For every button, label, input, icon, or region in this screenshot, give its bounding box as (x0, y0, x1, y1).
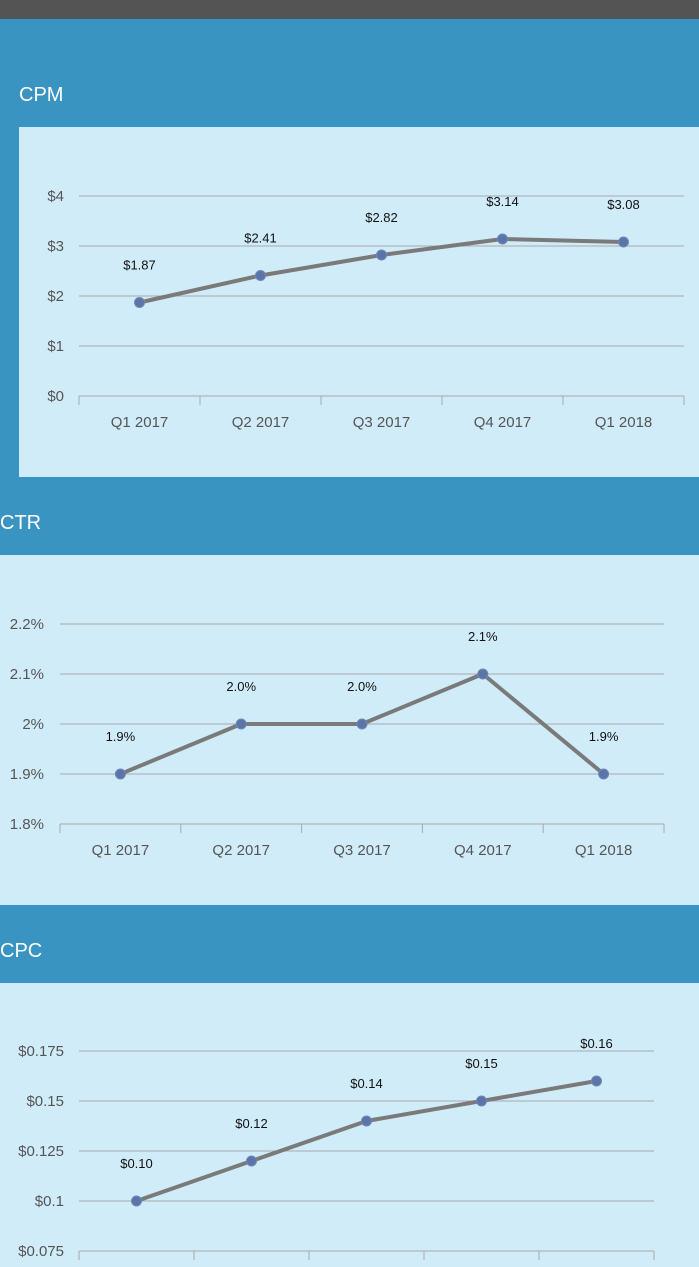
cpm-data-point (255, 270, 266, 281)
cpc-y-tick-label: $0.15 (26, 1093, 64, 1110)
ctr-chart: 1.8% 1.9% 2% 2.1% 2.2% Q1 2017 Q2 2017 Q3 2017 Q… (10, 616, 665, 859)
cpc-y-tick-label: $0.175 (18, 1043, 64, 1060)
cpm-series-line (137, 237, 626, 305)
cpm-y-tick-label: $0 (47, 388, 64, 405)
cpc-y-tick-label: $0.125 (18, 1143, 64, 1160)
ctr-y-tick-label: 1.9% (10, 766, 44, 783)
cpm-category-label: Q2 2017 (232, 414, 290, 431)
cpm-data-point (376, 249, 387, 261)
ctr-data-label: 1.9% (106, 729, 136, 744)
ctr-y-tick-label: 2.2% (10, 616, 44, 633)
ctr-data-point (598, 768, 610, 780)
cpc-y-tick-label: $0.075 (18, 1243, 64, 1260)
ctr-title: CTR (0, 512, 42, 534)
cpc-data-point (361, 1115, 372, 1127)
ctr-category-label: Q4 2017 (454, 842, 512, 859)
cpm-data-label: $3.14 (486, 194, 519, 209)
ctr-category-label: Q2 2017 (212, 842, 270, 859)
cpc-data-point (131, 1195, 142, 1207)
ctr-category-label: Q1 2017 (92, 842, 150, 859)
ctr-category-label: Q1 2018 (575, 842, 633, 859)
cpm-data-point (497, 233, 508, 245)
ctr-data-point (235, 718, 247, 730)
ctr-data-label: 2.0% (226, 679, 256, 694)
cpm-data-label: $1.87 (123, 258, 156, 273)
ctr-data-point (114, 768, 126, 780)
cpm-data-point (618, 236, 629, 248)
cpm-category-label: Q4 2017 (474, 414, 532, 431)
cpm-category-label: Q3 2017 (353, 414, 411, 431)
cpm-data-point (134, 297, 145, 308)
cpc-y-tick-label: $0.1 (35, 1193, 64, 1210)
ctr-data-point (477, 668, 489, 680)
cpc-title: CPC (0, 940, 43, 962)
cpc-data-label: $0.15 (465, 1056, 498, 1071)
ctr-data-label: 1.9% (589, 729, 619, 744)
cpm-y-tick-label: $2 (47, 288, 64, 305)
cpc-data-label: $0.12 (235, 1116, 268, 1131)
cpc-data-point (591, 1075, 602, 1087)
ctr-data-label: 2.0% (347, 679, 377, 694)
cpm-y-tick-label: $4 (47, 188, 64, 205)
cpm-y-tick-label: $1 (47, 338, 64, 355)
cpm-title: CPM (19, 84, 64, 106)
cpm-y-tick-label: $3 (47, 238, 64, 255)
cpm-category-label: Q1 2018 (595, 414, 653, 431)
cpc-data-point (476, 1095, 487, 1107)
cpm-category-label: Q1 2017 (111, 414, 169, 431)
ctr-data-point (356, 718, 368, 730)
ctr-data-label: 2.1% (468, 629, 498, 644)
cpm-data-label: $3.08 (607, 197, 640, 212)
cpc-chart: $0.075 $0.1 $0.125 $0.15 $0.175 $0.10 $0.12 $0.… (18, 1036, 655, 1260)
cpc-data-label: $0.10 (120, 1156, 153, 1171)
cpc-data-label: $0.16 (580, 1036, 613, 1051)
ctr-y-tick-label: 1.8% (10, 816, 44, 833)
cpc-data-point (246, 1155, 257, 1167)
cpc-chart-panel: $0.075 $0.1 $0.125 $0.15 $0.175 $0.10 $0.12 $0.… (0, 983, 699, 1267)
ctr-y-tick-label: 2% (22, 716, 44, 733)
ctr-y-tick-label: 2.1% (10, 666, 44, 683)
ctr-category-label: Q3 2017 (333, 842, 391, 859)
cpc-data-label: $0.14 (350, 1076, 383, 1091)
ctr-chart-panel: 1.8% 1.9% 2% 2.1% 2.2% Q1 2017 Q2 2017 Q3 2017 Q… (0, 555, 699, 905)
cpm-data-label: $2.41 (244, 231, 277, 246)
cpm-data-label: $2.82 (365, 210, 398, 225)
top-bar (0, 0, 699, 19)
cpm-chart: $0 $1 $2 $3 $4 Q1 2017 Q2 2017 Q3 2017 Q4 2017 Q1… (47, 188, 685, 431)
cpc-series-line (134, 1079, 599, 1203)
cpm-chart-panel: $0 $1 $2 $3 $4 Q1 2017 Q2 2017 Q3 2017 Q4 2017 Q1… (19, 127, 699, 477)
